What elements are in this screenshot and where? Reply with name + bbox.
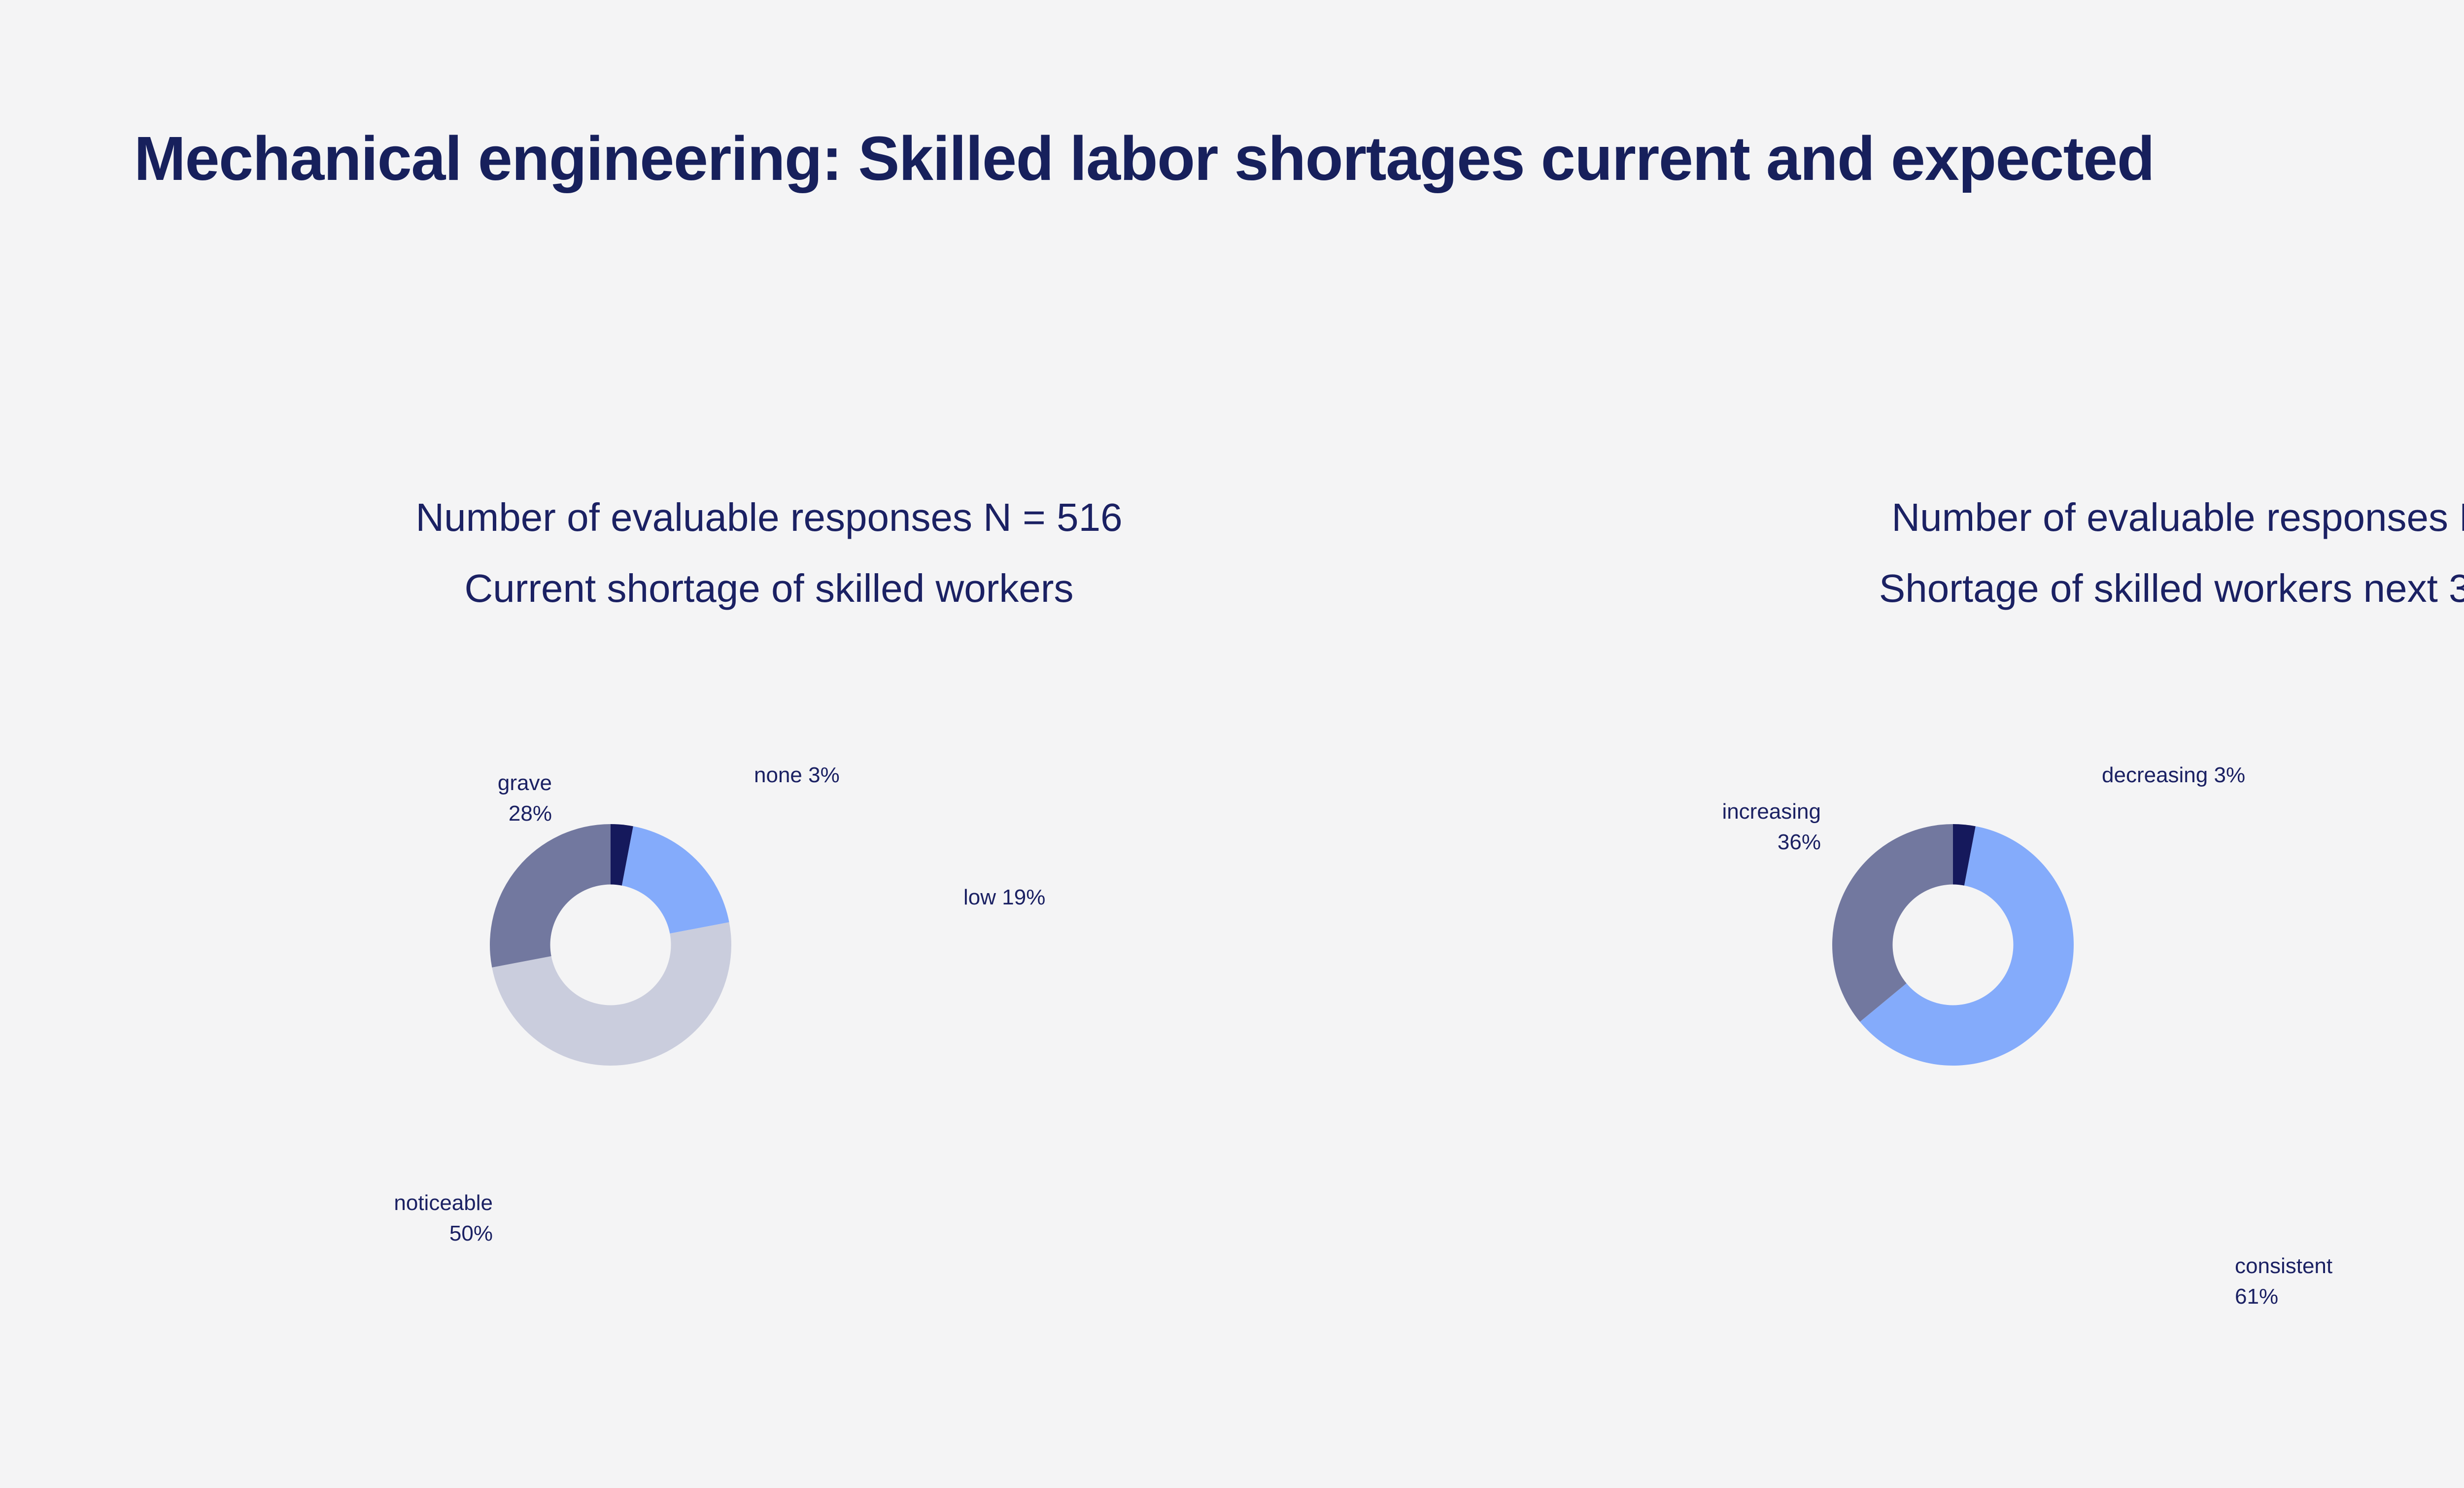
- slice-label-grave-value: 28%: [508, 801, 552, 826]
- page-title: Mechanical engineering: Skilled labor sh…: [134, 124, 2155, 193]
- donut-hole-left: [550, 884, 671, 1005]
- chart-panel-next3months: Number of evaluable responses N = 516 Sh…: [1508, 498, 2464, 608]
- slice-label-decreasing: decreasing 3%: [2102, 763, 2246, 787]
- chart-subtitle-left: Current shortage of skilled workers: [464, 566, 1074, 610]
- slice-label-noticeable-name: noticeable: [394, 1191, 493, 1215]
- chart-subtitle-right: Shortage of skilled workers next 3 month…: [1879, 566, 2464, 610]
- chart-heading-next3months: Number of evaluable responses N = 516 Sh…: [1508, 498, 2464, 608]
- slice-label-none: none 3%: [754, 763, 840, 787]
- slice-label-increasing-value: 36%: [1777, 830, 1821, 855]
- slice-label-consistent-value: 61%: [2235, 1284, 2279, 1309]
- responses-count-left: Number of evaluable responses N = 516: [415, 495, 1123, 539]
- slice-label-grave-name: grave: [497, 771, 552, 795]
- donut-hole-right: [1892, 884, 2014, 1005]
- slice-label-noticeable-value: 50%: [449, 1221, 493, 1246]
- slice-label-increasing-name: increasing: [1722, 799, 1821, 824]
- slice-label-increasing: increasing 36%: [1678, 796, 1821, 858]
- slice-label-consistent-name: consistent: [2235, 1254, 2333, 1278]
- slice-label-grave: grave 28%: [463, 768, 552, 830]
- donut-slice-increasing[interactable]: [1832, 824, 1953, 1022]
- charts-container: Number of evaluable responses N = 516 Cu…: [0, 498, 2464, 608]
- donut-chart-next3months: [1832, 824, 2074, 1066]
- responses-count-right: Number of evaluable responses N = 516: [1891, 495, 2464, 539]
- slice-label-low: low 19%: [963, 885, 1046, 909]
- chart-heading-current: Number of evaluable responses N = 516 Cu…: [0, 498, 1508, 608]
- slice-label-consistent: consistent 61%: [2235, 1251, 2332, 1313]
- chart-panel-current: Number of evaluable responses N = 516 Cu…: [0, 498, 1508, 608]
- slice-label-noticeable: noticeable 50%: [357, 1188, 493, 1249]
- donut-chart-current: [490, 824, 731, 1066]
